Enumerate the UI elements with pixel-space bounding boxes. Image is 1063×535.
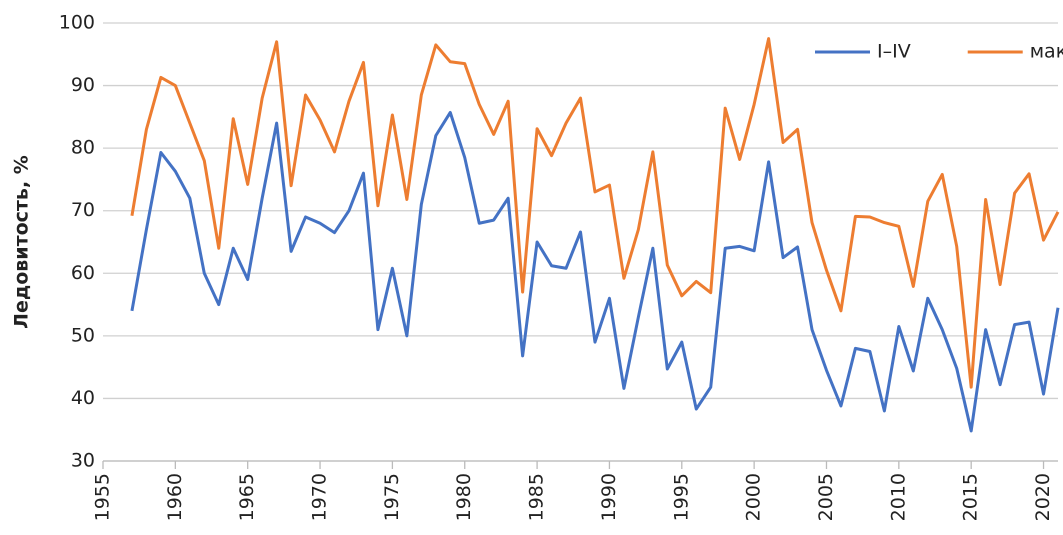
y-tick-label: 80 xyxy=(71,137,95,159)
legend-label: I–IV xyxy=(877,41,911,63)
y-tick-label: 40 xyxy=(71,387,95,409)
x-tick-label: 1955 xyxy=(92,473,114,521)
y-tick-label: 60 xyxy=(71,262,95,284)
y-tick-label: 70 xyxy=(71,199,95,221)
y-axis-label: Ледовитость, % xyxy=(11,155,33,329)
y-tick-label: 90 xyxy=(71,74,95,96)
x-tick-label: 2010 xyxy=(887,473,909,521)
x-tick-label: 2005 xyxy=(815,473,837,521)
x-tick-label: 1960 xyxy=(164,473,186,521)
x-tick-label: 1995 xyxy=(670,473,692,521)
x-tick-label: 2020 xyxy=(1032,473,1054,521)
x-tick-label: 2000 xyxy=(743,473,765,521)
x-tick-label: 1985 xyxy=(526,473,548,521)
y-tick-label: 30 xyxy=(71,450,95,472)
x-tick-label: 1970 xyxy=(309,473,331,521)
x-tick-label: 1980 xyxy=(453,473,475,521)
legend-label: макс xyxy=(1030,41,1063,63)
x-tick-label: 2015 xyxy=(960,473,982,521)
y-tick-label: 50 xyxy=(71,324,95,346)
y-tick-label: 100 xyxy=(59,12,95,34)
x-tick-label: 1975 xyxy=(381,473,403,521)
x-tick-label: 1990 xyxy=(598,473,620,521)
series-line xyxy=(130,37,1060,389)
x-tick-label: 1965 xyxy=(236,473,258,521)
series-line xyxy=(130,110,1060,433)
